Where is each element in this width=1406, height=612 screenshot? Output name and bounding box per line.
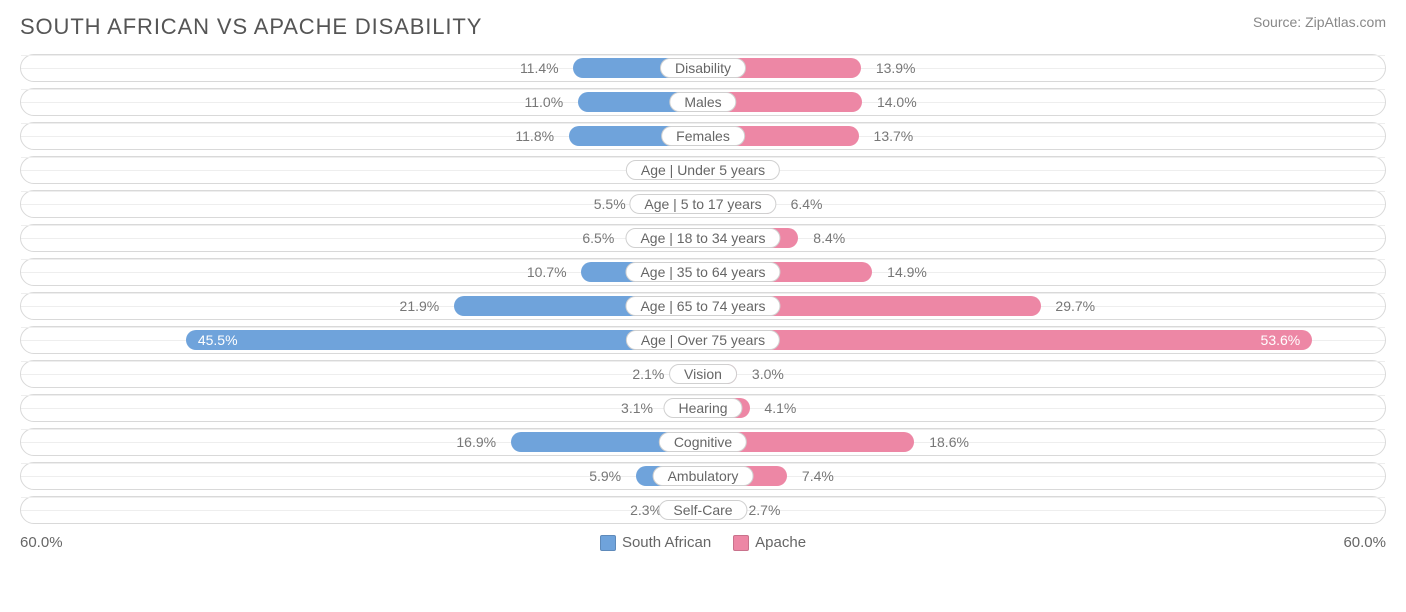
chart-row: 2.3%2.7%Self-Care (20, 496, 1386, 524)
value-right: 53.6% (703, 327, 1312, 353)
chart-row: 11.4% 13.9% Disability (20, 54, 1386, 82)
value-right: 14.0% (869, 89, 917, 115)
value-right: 18.6% (921, 429, 969, 455)
category-badge: Cognitive (659, 432, 747, 452)
chart-row: 16.9% 18.6% Cognitive (20, 428, 1386, 456)
chart-row: 5.9% 7.4% Ambulatory (20, 462, 1386, 490)
value-right: 4.1% (756, 395, 796, 421)
category-badge: Vision (669, 364, 737, 384)
value-right: 13.7% (866, 123, 914, 149)
category-badge: Age | 18 to 34 years (625, 228, 780, 248)
value-right: 13.9% (868, 55, 916, 81)
value-left: 16.9% (456, 429, 504, 455)
chart-row: 21.9% 29.7% Age | 65 to 74 years (20, 292, 1386, 320)
category-badge: Males (669, 92, 736, 112)
value-right: 6.4% (783, 191, 823, 217)
legend-swatch-right (733, 535, 749, 551)
axis-max-right: 60.0% (1343, 534, 1386, 551)
value-left: 2.1% (632, 361, 672, 387)
value-left: 3.1% (621, 395, 661, 421)
chart-row: 11.0% 14.0% Males (20, 88, 1386, 116)
chart-row: 45.5%53.6%Age | Over 75 years (20, 326, 1386, 354)
value-left: 11.8% (515, 123, 562, 149)
value-left: 5.5% (594, 191, 634, 217)
chart-row: 6.5% 8.4% Age | 18 to 34 years (20, 224, 1386, 252)
category-badge: Age | 35 to 64 years (625, 262, 780, 282)
value-right: 8.4% (805, 225, 845, 251)
value-left: 5.9% (589, 463, 629, 489)
value-right: 7.4% (794, 463, 834, 489)
value-left: 11.4% (520, 55, 567, 81)
value-right: 29.7% (1047, 293, 1095, 319)
category-badge: Ambulatory (653, 466, 754, 486)
category-badge: Age | 5 to 17 years (629, 194, 776, 214)
value-left: 11.0% (524, 89, 571, 115)
chart-header: SOUTH AFRICAN VS APACHE DISABILITY Sourc… (20, 14, 1386, 40)
chart-footer: 60.0% South African Apache 60.0% (20, 534, 1386, 551)
value-left: 6.5% (582, 225, 622, 251)
chart-row: 10.7% 14.9% Age | 35 to 64 years (20, 258, 1386, 286)
chart-row: 3.1% 4.1% Hearing (20, 394, 1386, 422)
category-badge: Hearing (663, 398, 742, 418)
category-badge: Age | 65 to 74 years (625, 296, 780, 316)
value-right: 14.9% (879, 259, 927, 285)
category-badge: Disability (660, 58, 746, 78)
chart-title: SOUTH AFRICAN VS APACHE DISABILITY (20, 14, 482, 40)
category-badge: Females (661, 126, 745, 146)
value-left: 10.7% (527, 259, 575, 285)
category-badge: Age | Over 75 years (626, 330, 780, 350)
disability-comparison-chart: SOUTH AFRICAN VS APACHE DISABILITY Sourc… (0, 0, 1406, 561)
legend-label-left: South African (622, 534, 711, 551)
axis-max-left: 60.0% (20, 534, 63, 551)
chart-row: 1.1%2.0%Age | Under 5 years (20, 156, 1386, 184)
value-left: 21.9% (400, 293, 448, 319)
chart-row: 11.8% 13.7% Females (20, 122, 1386, 150)
value-right: 3.0% (744, 361, 784, 387)
chart-source: Source: ZipAtlas.com (1253, 14, 1386, 30)
legend-item-left: South African (600, 534, 711, 551)
category-badge: Age | Under 5 years (626, 160, 780, 180)
legend: South African Apache (600, 534, 806, 551)
chart-rows: 11.4% 13.9% Disability 11.0% 14.0% Males 11.8%… (20, 54, 1386, 524)
legend-label-right: Apache (755, 534, 806, 551)
chart-row: 5.5% 6.4% Age | 5 to 17 years (20, 190, 1386, 218)
legend-swatch-left (600, 535, 616, 551)
legend-item-right: Apache (733, 534, 806, 551)
chart-row: 2.1% 3.0% Vision (20, 360, 1386, 388)
category-badge: Self-Care (658, 500, 747, 520)
